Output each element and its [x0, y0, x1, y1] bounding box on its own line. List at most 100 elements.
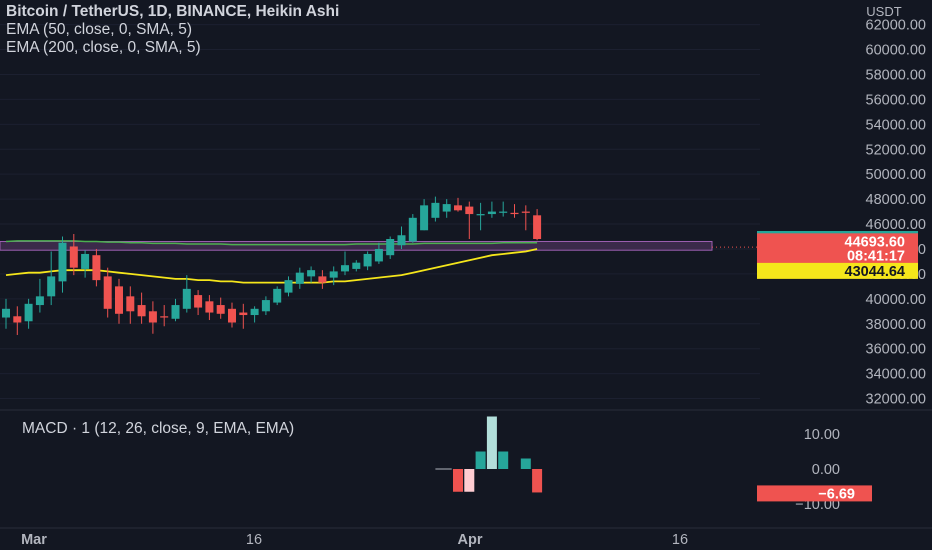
candle-body [205, 301, 214, 313]
price-tick-label: 56000.00 [866, 92, 926, 108]
candle [115, 278, 123, 324]
candle [307, 266, 316, 283]
price-tick-label: 46000.00 [866, 217, 926, 233]
candle [2, 298, 10, 329]
price-tick-label: 40000.00 [866, 292, 926, 308]
candle-body [499, 211, 508, 213]
candle [397, 226, 406, 249]
candle [386, 236, 395, 259]
macd-bar [453, 469, 463, 492]
candle-body [454, 205, 462, 211]
candle [487, 201, 496, 218]
candle-body [307, 270, 316, 277]
candle [352, 260, 361, 272]
macd-badge-bg [757, 485, 872, 502]
candle-body [103, 276, 112, 309]
candle-body [69, 246, 78, 268]
candle [47, 251, 56, 306]
candle [205, 295, 214, 321]
candle [261, 296, 270, 316]
candle [442, 199, 451, 218]
candle [24, 298, 33, 329]
candle [81, 250, 90, 278]
candle [160, 305, 169, 327]
candle [521, 205, 530, 231]
candle-body [533, 215, 542, 239]
candle-body [239, 312, 248, 316]
candle-body [341, 265, 349, 272]
candle-body [2, 308, 10, 318]
macd-bar [498, 451, 509, 469]
candle [465, 201, 474, 239]
candle-body [295, 272, 304, 284]
candle-body [431, 202, 440, 218]
candle [58, 236, 67, 293]
candle [431, 196, 440, 222]
ema200-legend[interactable]: EMA (200, close, 0, SMA, 5) [6, 39, 201, 56]
candle [69, 234, 78, 276]
candle-body [35, 296, 44, 306]
candle-body [284, 280, 293, 293]
macd-bar [520, 458, 531, 469]
candles [2, 196, 542, 335]
badge-countdown: 08:41:17 [847, 248, 905, 264]
ema50-legend[interactable]: EMA (50, close, 0, SMA, 5) [6, 21, 193, 38]
candle-body [228, 308, 236, 323]
candle-body [442, 204, 451, 212]
candle [194, 290, 203, 316]
symbol-title[interactable]: Bitcoin / TetherUS, 1D, BINANCE, Heikin … [6, 3, 340, 20]
macd-legend[interactable]: MACD · 1 (12, 26, close, 9, EMA, EMA) [22, 420, 295, 437]
candle-body [182, 288, 191, 309]
macd-badge: −6.69 [818, 486, 855, 502]
price-tick-label: 52000.00 [866, 142, 926, 158]
candle [476, 202, 485, 231]
price-tick-label: 62000.00 [866, 18, 926, 34]
price-tick-label: 50000.00 [866, 167, 926, 183]
candle-body [329, 271, 338, 278]
time-tick-label: 16 [246, 532, 262, 548]
candle-body [250, 308, 259, 316]
price-tick-label: 36000.00 [866, 342, 926, 358]
price-tick-label: 48000.00 [866, 192, 926, 208]
macd-bar [475, 451, 486, 469]
candle [408, 214, 417, 243]
candle-body [47, 276, 56, 297]
macd-histogram [453, 416, 543, 493]
candle-body [171, 305, 180, 319]
candle-body [92, 255, 101, 281]
candle-body [126, 296, 135, 312]
candle [182, 275, 191, 313]
candle [295, 267, 304, 289]
time-tick-label: Apr [458, 532, 483, 548]
candle [250, 306, 259, 323]
candle-body [318, 276, 327, 283]
candle-body [420, 205, 429, 231]
macd-tick-label: 10.00 [804, 427, 840, 443]
candle-body [363, 253, 372, 267]
candle [510, 204, 519, 218]
macd-tick-label: 0.00 [812, 462, 840, 478]
candle [13, 306, 22, 335]
candle [533, 209, 542, 241]
badge-last-price: 44693.60 [845, 234, 905, 250]
candle [363, 251, 372, 271]
price-tick-label: 34000.00 [866, 367, 926, 383]
price-tick-label: 60000.00 [866, 43, 926, 59]
candle-body [386, 238, 395, 256]
candle [499, 201, 508, 217]
candle-body [476, 214, 485, 216]
chart-legend: Bitcoin / TetherUS, 1D, BINANCE, Heikin … [6, 3, 339, 57]
candle-body [81, 253, 90, 269]
candle [420, 199, 429, 231]
candle-body [160, 316, 169, 318]
candle [35, 278, 44, 313]
candle [329, 266, 338, 286]
candle [341, 251, 349, 276]
candle-body [374, 248, 383, 262]
candle-body [261, 300, 270, 312]
candle [284, 276, 293, 297]
candle-body [194, 295, 203, 308]
price-tick-label: 54000.00 [866, 117, 926, 133]
candle [273, 286, 282, 306]
